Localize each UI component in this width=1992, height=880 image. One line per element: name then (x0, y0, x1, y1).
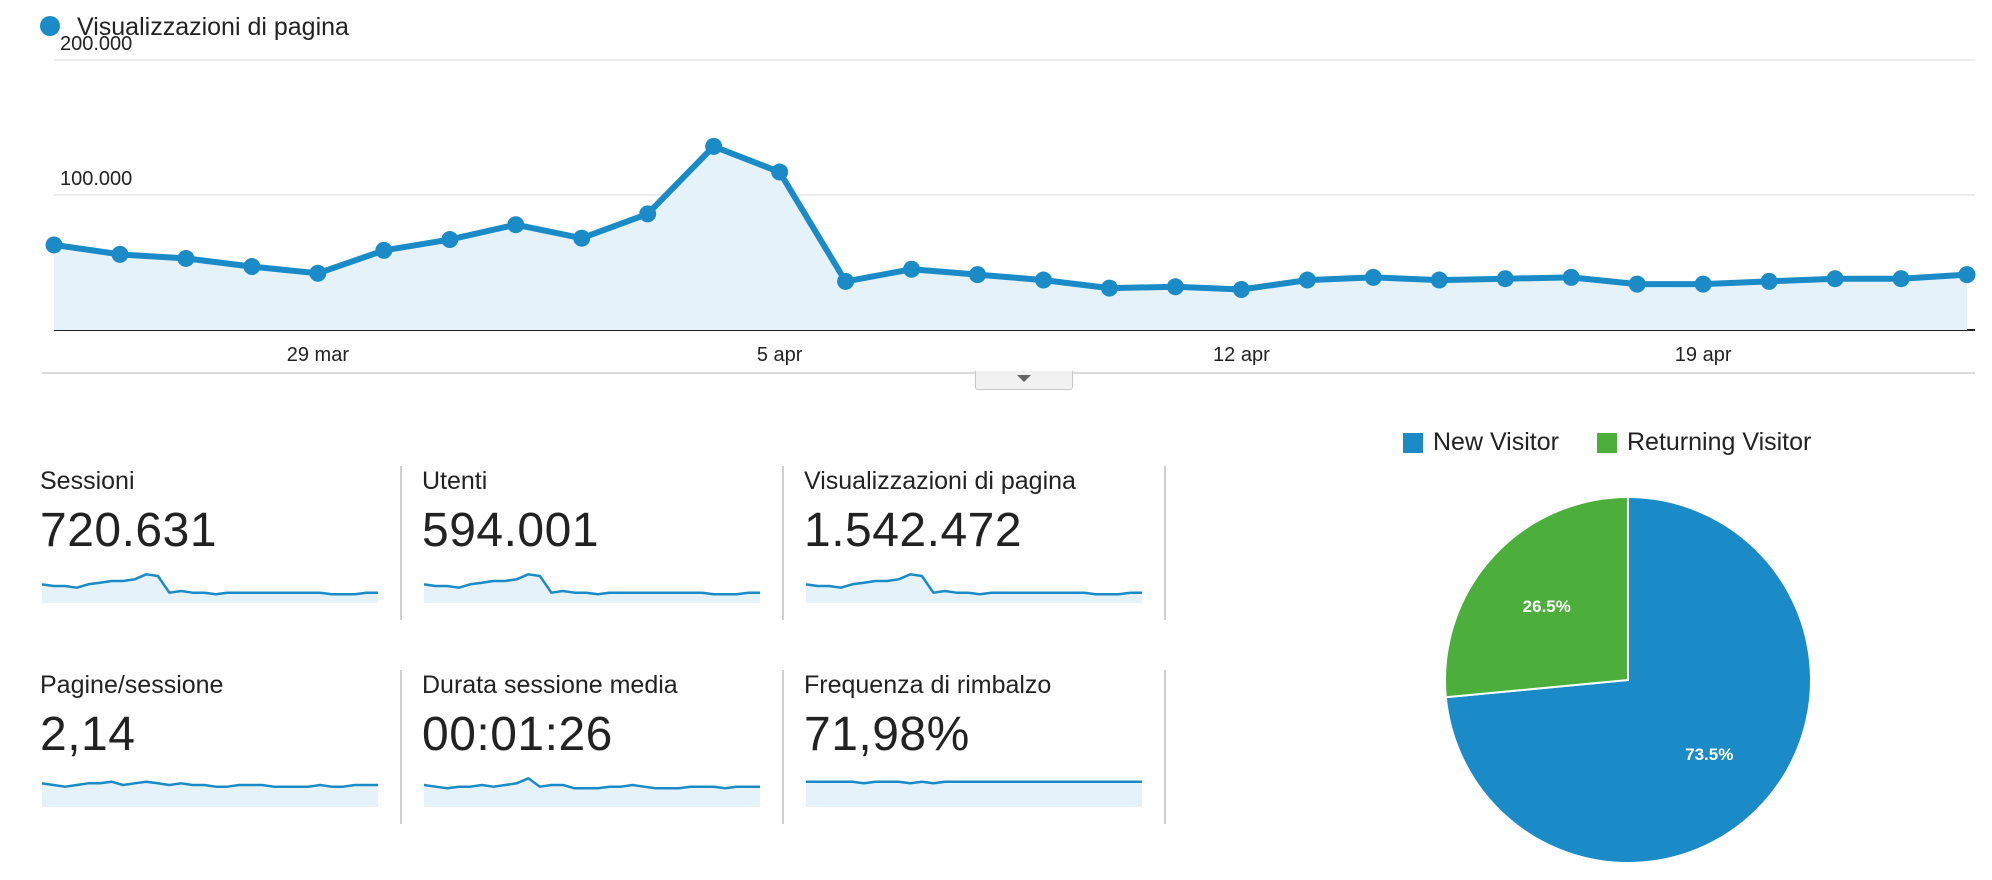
metric-divider (1164, 670, 1166, 824)
data-point[interactable] (309, 264, 327, 282)
x-tick-label: 29 mar (287, 344, 350, 366)
sparkline-line (42, 573, 378, 596)
metric-users[interactable]: Utenti 594.001 (422, 467, 772, 619)
legend-item-new-visitor[interactable]: New Visitor (1403, 428, 1559, 457)
sparkline-line (424, 573, 760, 596)
legend-label: New Visitor (1433, 428, 1559, 456)
data-point[interactable] (1496, 270, 1514, 288)
data-point[interactable] (441, 231, 459, 249)
pageviews-series-line (53, 143, 1968, 293)
data-point[interactable] (1034, 271, 1052, 289)
metric-label: Visualizzazioni di pagina (804, 467, 1076, 495)
data-point[interactable] (969, 266, 987, 284)
metric-value: 71,98% (804, 708, 970, 761)
metric-label: Utenti (422, 467, 488, 495)
data-point[interactable] (1760, 272, 1778, 290)
x-tick-label: 5 apr (757, 344, 803, 366)
metric-sparkline (806, 573, 1142, 603)
metric-value: 1.542.472 (804, 504, 1023, 557)
data-point[interactable] (903, 260, 921, 278)
sparkline-area (424, 574, 760, 603)
metric-pages-per-session[interactable]: Pagine/sessione 2,14 (40, 671, 390, 823)
data-point[interactable] (1298, 271, 1316, 289)
sparkline-line (42, 780, 378, 788)
data-point[interactable] (1958, 266, 1976, 284)
metric-divider (782, 466, 784, 620)
pie-slice-label: 73.5% (1685, 745, 1733, 764)
x-tick-label: 19 apr (1675, 344, 1732, 366)
sparkline-area (424, 778, 760, 807)
visitor-type-pie-chart: 73.5% 26.5% (1444, 495, 1812, 864)
pie-slice-label: 26.5% (1523, 597, 1571, 616)
metric-sparkline (806, 780, 1142, 807)
metric-sparkline (424, 777, 760, 807)
metric-value: 720.631 (40, 504, 218, 557)
legend-swatch-icon (1403, 432, 1423, 453)
legend-dot-icon (40, 16, 60, 36)
y-tick-label: 100.000 (60, 168, 132, 190)
data-point[interactable] (1166, 278, 1184, 296)
data-point[interactable] (1562, 268, 1580, 286)
data-point[interactable] (1232, 281, 1250, 298)
data-point[interactable] (375, 241, 393, 259)
metric-label: Durata sessione media (422, 671, 678, 699)
chart-toggle-button[interactable] (975, 371, 1073, 390)
data-point[interactable] (1430, 271, 1448, 289)
data-point[interactable] (1628, 275, 1646, 293)
metric-sparkline (424, 573, 760, 603)
metric-divider (400, 670, 402, 824)
legend-item-returning-visitor[interactable]: Returning Visitor (1597, 428, 1811, 457)
sparkline-area (42, 781, 378, 807)
sparkline-line (806, 780, 1142, 785)
pie-slice[interactable] (1444, 495, 1629, 699)
data-point[interactable] (111, 245, 129, 263)
data-point[interactable] (45, 236, 63, 254)
metric-sparkline (42, 780, 378, 807)
metric-label: Pagine/sessione (40, 671, 224, 699)
legend-label: Visualizzazioni di pagina (77, 13, 349, 41)
data-point[interactable] (1826, 270, 1844, 288)
data-point[interactable] (1694, 275, 1712, 293)
metric-divider (782, 670, 784, 824)
metric-label: Sessioni (40, 467, 135, 495)
sparkline-area (42, 574, 378, 603)
metric-sparkline (42, 573, 378, 603)
metric-avg-session-duration[interactable]: Durata sessione media 00:01:26 (422, 671, 772, 823)
legend-label: Returning Visitor (1627, 428, 1812, 456)
data-point[interactable] (837, 272, 855, 290)
data-point[interactable] (1100, 279, 1118, 297)
pageviews-area-fill (54, 146, 1967, 330)
metric-value: 00:01:26 (422, 708, 613, 761)
pageviews-line-chart: 29 mar 5 apr 12 apr 19 apr 100.000 200.000 Vi… (40, 13, 1976, 374)
data-point[interactable] (771, 163, 789, 181)
metric-value: 2,14 (40, 708, 136, 761)
sparkline-line (806, 573, 1142, 596)
data-point[interactable] (177, 249, 195, 267)
sparkline-area (806, 574, 1142, 603)
data-point[interactable] (507, 216, 525, 234)
chevron-down-icon (1017, 375, 1031, 382)
data-point[interactable] (639, 205, 657, 223)
data-point[interactable] (243, 258, 261, 276)
sparkline-line (424, 777, 760, 790)
metric-sessions[interactable]: Sessioni 720.631 (40, 467, 390, 619)
legend-swatch-icon (1597, 432, 1617, 453)
metric-value: 594.001 (422, 504, 600, 557)
metric-divider (1164, 466, 1166, 620)
metric-pageviews[interactable]: Visualizzazioni di pagina 1.542.472 (804, 467, 1154, 619)
data-point[interactable] (573, 229, 591, 247)
sparkline-area (806, 781, 1142, 807)
data-point[interactable] (1364, 268, 1382, 286)
data-point[interactable] (1892, 270, 1910, 288)
x-tick-label: 12 apr (1213, 344, 1270, 366)
metric-divider (400, 466, 402, 620)
metric-label: Frequenza di rimbalzo (804, 671, 1052, 699)
data-point[interactable] (705, 137, 723, 155)
metric-bounce-rate[interactable]: Frequenza di rimbalzo 71,98% (804, 671, 1154, 823)
y-tick-label: 200.000 (60, 33, 132, 55)
